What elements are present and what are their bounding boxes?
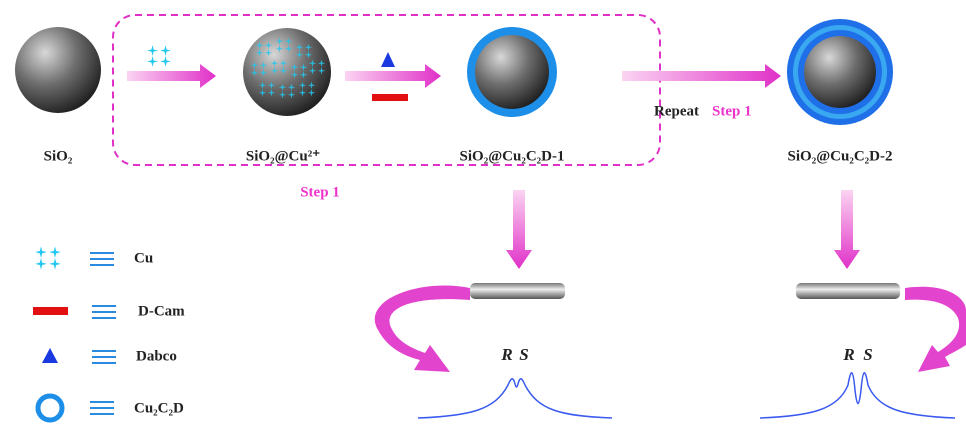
repeat-label: Repeat — [654, 103, 699, 119]
step-box — [112, 14, 661, 166]
legend-icon — [33, 307, 68, 315]
sphere — [243, 28, 331, 116]
peak-curve — [417, 378, 613, 419]
label: SiO₂@Cu²⁺ — [246, 148, 320, 164]
label: SiO₂@Cu₂C₂D-1 — [460, 148, 565, 164]
arrow — [127, 64, 216, 88]
legend-label: D-Cam — [138, 303, 185, 319]
dabco-icon — [381, 52, 395, 67]
curved-arrow — [374, 285, 470, 372]
dcam-icon — [372, 94, 408, 101]
peak-label: R — [842, 345, 854, 364]
legend-icon — [35, 246, 61, 270]
step-label: Step 1 — [300, 184, 340, 200]
arrow — [622, 64, 781, 88]
peak-label: R — [500, 345, 512, 364]
cu-icon — [147, 45, 171, 67]
legend-label: Cu₂C₂D — [134, 400, 184, 416]
arrow — [834, 190, 860, 269]
equiv — [90, 252, 116, 415]
legend-label: Cu — [134, 250, 153, 266]
column — [470, 283, 565, 299]
peak-curve — [759, 372, 956, 419]
repeat-step: Step 1 — [712, 103, 752, 119]
legend-label: Dabco — [136, 348, 177, 364]
sphere — [475, 35, 549, 109]
sphere — [15, 27, 101, 113]
peak-label: S — [519, 345, 528, 364]
peak-label: S — [863, 345, 872, 364]
arrow — [345, 64, 441, 88]
legend-icon — [42, 348, 58, 363]
sphere — [804, 36, 876, 108]
curved-arrow — [905, 286, 966, 372]
label: SiO₂@Cu₂C₂D-2 — [788, 148, 893, 164]
legend-icon — [35, 393, 65, 423]
legend: Cu D-Cam Dabco Cu₂C₂D — [33, 246, 185, 423]
arrow — [506, 190, 532, 269]
column — [796, 283, 900, 299]
label: SiO₂ — [44, 148, 73, 164]
